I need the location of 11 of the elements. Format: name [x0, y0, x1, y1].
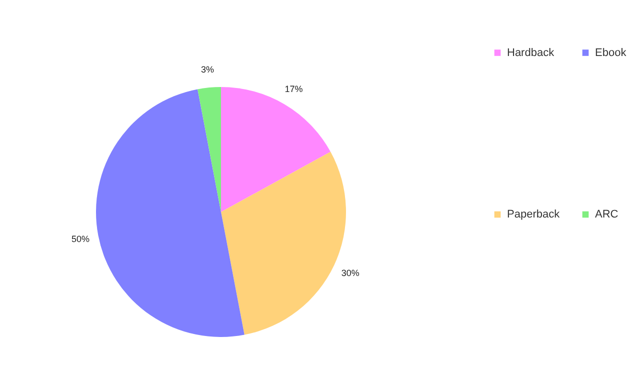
pie-slice	[198, 87, 221, 212]
legend-label: Paperback	[507, 208, 560, 220]
pie-slice	[221, 87, 331, 212]
legend-label: Hardback	[507, 46, 555, 59]
pie-slice	[96, 89, 244, 337]
data-label: 50%	[72, 234, 90, 244]
data-label: 3%	[201, 64, 214, 75]
legend-label: Ebook	[595, 46, 627, 59]
data-label: 30%	[341, 268, 360, 278]
data-label: 17%	[284, 84, 303, 94]
legend-label: ARC	[595, 208, 618, 220]
